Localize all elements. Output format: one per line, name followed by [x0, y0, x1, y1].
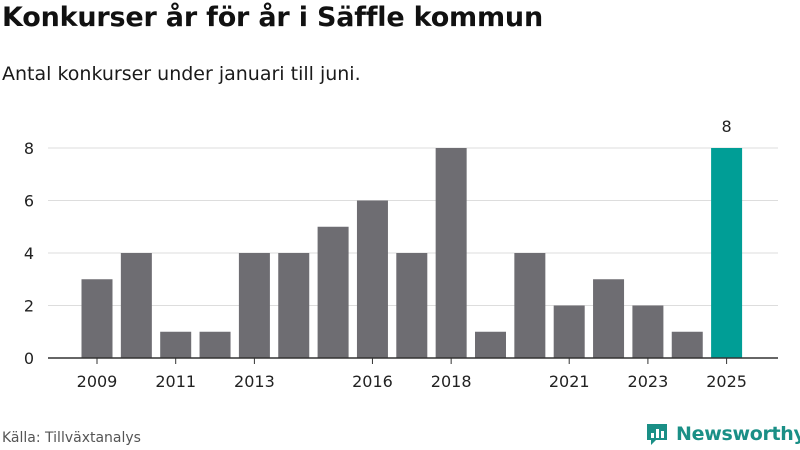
y-tick-label: 2 [24, 297, 34, 316]
source-note: Källa: Tillväxtanalys [2, 430, 141, 446]
bar-2010 [120, 253, 152, 358]
bar-2021 [553, 305, 585, 358]
bar-2016 [356, 200, 388, 358]
y-tick-label: 6 [24, 192, 34, 211]
brand-logo: Newsworthy [644, 420, 800, 448]
y-tick-label: 0 [24, 349, 34, 368]
bar-2014 [278, 253, 310, 358]
x-tick-label: 2016 [352, 372, 393, 391]
bar-2019 [475, 331, 506, 358]
bar-2012 [199, 331, 231, 358]
bars [81, 148, 743, 358]
bar-chart: 2009 2011 2013 2016 2018 2021 2023 2025 0 2 4 6 8 8 [24, 117, 778, 391]
x-tick-label: 2011 [155, 372, 196, 391]
x-tick-label: 2018 [431, 372, 472, 391]
bar-2022 [593, 279, 625, 358]
bar-2018 [435, 148, 467, 358]
bar-2025 [711, 148, 743, 358]
x-tick-label: 2013 [234, 372, 275, 391]
x-tick-label: 2025 [706, 372, 747, 391]
bar-2011 [160, 331, 192, 358]
newsworthy-logo-icon [647, 424, 667, 445]
chart-subtitle: Antal konkurser under januari till juni. [2, 63, 361, 85]
y-tick-label: 4 [24, 244, 34, 263]
y-axis: 0 2 4 6 8 [24, 139, 34, 368]
brand-name: Newsworthy [676, 423, 800, 445]
chart-title: Konkurser år för år i Säffle kommun [2, 2, 543, 33]
bar-2015 [317, 226, 349, 358]
bar-2023 [632, 305, 664, 358]
bar-2009 [81, 279, 113, 358]
x-axis: 2009 2011 2013 2016 2018 2021 2023 2025 [48, 357, 778, 391]
bar-2020 [514, 253, 546, 358]
data-label-2025: 8 [722, 117, 732, 136]
bar-2024 [671, 331, 703, 358]
x-tick-label: 2009 [77, 372, 118, 391]
bar-2017 [396, 253, 428, 358]
x-tick-label: 2021 [549, 372, 590, 391]
x-tick-label: 2023 [628, 372, 669, 391]
data-labels: 8 [722, 117, 732, 136]
bar-2013 [238, 253, 270, 358]
y-tick-label: 8 [24, 139, 34, 158]
